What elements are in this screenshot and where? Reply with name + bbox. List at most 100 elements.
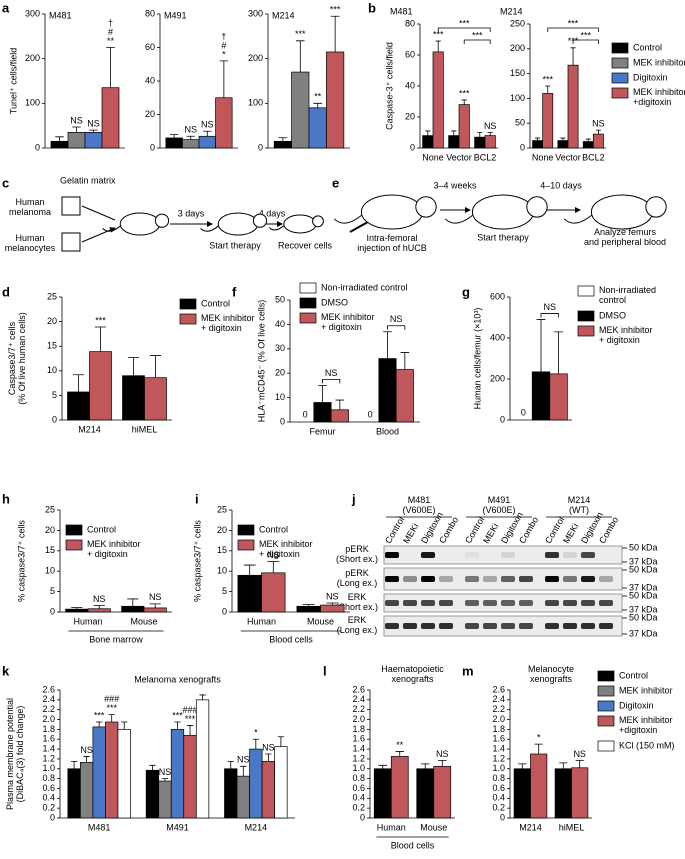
bracket-label: *** [459,18,470,28]
error-bar [55,136,64,142]
error-bar [252,738,259,750]
error-bar [70,760,78,769]
y-tick-label: 0 [50,812,55,822]
error-bar [161,778,169,782]
bar [65,608,89,613]
y-tick-label: 2.6 [352,684,365,694]
significance: NS [237,755,250,765]
significance: *** [94,710,105,720]
panel-label: l [323,663,327,678]
significance: ** [107,36,115,46]
legend-swatch [299,297,317,309]
bracket-label: *** [580,30,591,40]
error-bar [326,602,339,606]
y-tick-label: 100 [510,93,525,103]
y-tick-label: 100 [25,98,40,108]
significance: NS [262,742,275,752]
blot-band [483,576,497,582]
bar [122,375,145,421]
bar [67,391,90,421]
blot-band [563,623,577,629]
mouse-icon [102,225,121,232]
significance: # [108,27,113,37]
legend-swatch [237,524,255,536]
error-bar [96,721,103,727]
y-tick-label: 30 [275,343,285,353]
error-bar [89,129,98,133]
y-axis-label: HLA⁻mCD45⁻ (% Of live cells) [256,300,266,423]
significance: NS [93,594,106,604]
y-tick-label: 0 [222,606,227,616]
y-axis-label: Caspase3/7⁺ cells(% Of live human cells) [7,312,27,405]
y-axis-label: % caspase3/7⁺ cells [16,520,26,602]
legend-swatch [611,57,629,69]
legend-label: DMSO [599,310,626,320]
x-tick-label: M214 [78,424,101,434]
y-axis-label: Human cells/femur (×10³) [472,308,482,410]
bar [530,753,548,819]
significance: * [537,733,541,743]
marker-label: 50 kDa [629,590,658,600]
diagram-label: Intra-femoral injection of hUCB [357,233,427,253]
blot-band [545,623,559,629]
blot-band [403,576,417,582]
y-tick-label: 1.8 [42,724,55,734]
legend-swatch [597,685,615,697]
error-bar [318,385,327,403]
legend-label: MEK inhibitor + digitoxin [321,312,375,332]
mouse-icon [360,194,424,230]
blot-band [439,623,453,629]
chart-title: M214 [500,6,523,16]
mouse-icon [645,196,667,218]
blot-group: M481 (V600E) [402,495,435,515]
legend-swatch [597,715,615,727]
legend-label: Digitoxin [633,72,668,82]
y-tick-label: 0.4 [42,793,55,803]
error-bar [150,355,161,378]
y-tick-label: 200 [510,43,525,53]
bracket [322,379,341,384]
mouse-icon [590,194,654,230]
blot-row-label: ERK (Long ex.) [337,615,378,635]
legend-swatch [611,72,629,84]
y-tick-label: 2.2 [352,704,365,714]
bar [182,139,200,149]
bar [87,608,111,613]
blot-band [581,623,595,629]
bar [378,358,397,423]
y-tick-label: 250 [510,18,525,28]
bracket-label: NS [325,368,338,378]
legend-label: Non-irradiated control [599,285,656,305]
blot-band [563,552,577,558]
x-tick-label: hiMEL [132,424,158,434]
marker-label: 50 kDa [629,612,658,622]
y-tick-label: 2.4 [492,694,505,704]
marker-label: 37 kDa [629,556,658,566]
error-bar [535,137,541,141]
y-tick-label: 300 [248,8,263,18]
legend-swatch [577,325,595,337]
bar [170,729,185,819]
error-bar [585,138,591,142]
legend-label: Control [259,524,288,534]
significance: NS [573,749,586,759]
y-tick-label: 2.0 [352,714,365,724]
bar [320,604,345,613]
lane-label: MEKi [481,522,500,546]
blot-band [501,576,515,582]
x-tick-label: M214 [245,822,268,832]
blot-band [385,600,399,606]
error-bar [477,132,483,138]
legend-label: Control [619,670,648,680]
value-label: 0 [368,409,373,419]
bar [105,721,119,819]
blot-band [545,600,559,606]
y-tick-label: 0.8 [492,773,505,783]
error-bar [559,762,568,769]
bar [373,768,392,819]
blot-band [519,576,533,582]
panel-label: c [2,175,9,190]
y-tick-label: 0 [35,142,40,152]
blot-strip [383,545,623,565]
y-tick-label: 0.4 [492,793,505,803]
